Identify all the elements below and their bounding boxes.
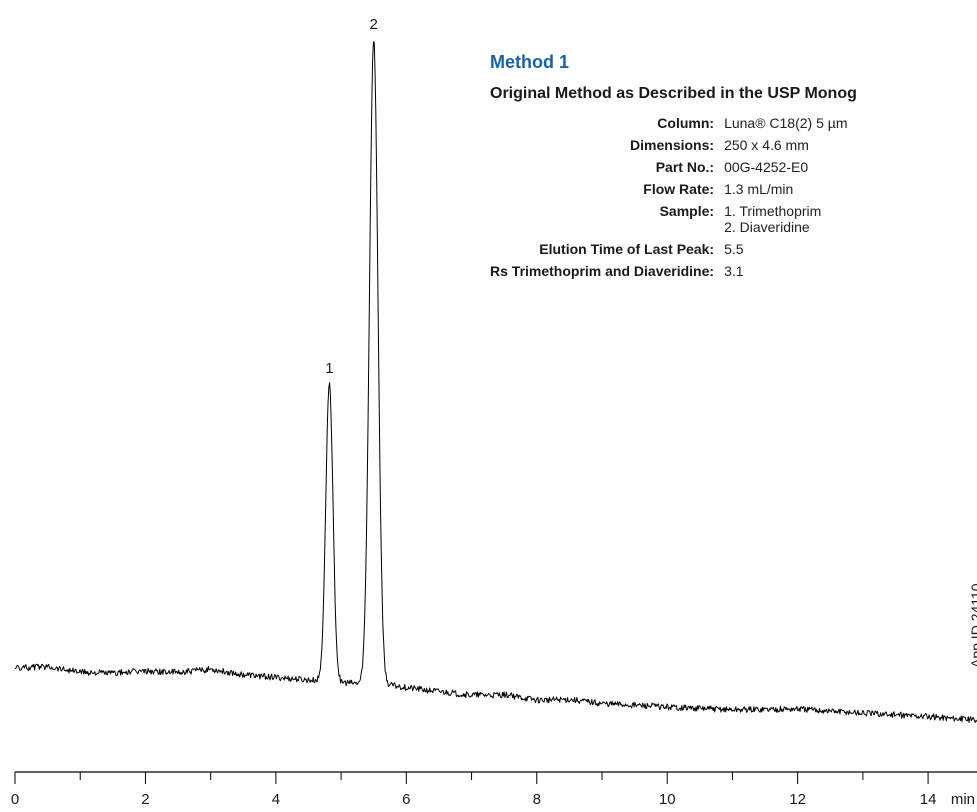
chromatogram-trace	[14, 41, 977, 723]
param-row-column: Column: Luna® C18(2) 5 µm	[490, 115, 848, 137]
x-axis: 0 2 4 6 8 10 12 14 min	[11, 771, 977, 808]
param-label: Dimensions:	[630, 137, 715, 153]
x-tick-label: 14	[920, 791, 937, 808]
x-tick-label: 8	[533, 791, 541, 808]
param-value: 1. Trimethoprim 2. Diaveridine	[724, 203, 847, 241]
x-axis-unit-label: min	[951, 791, 975, 808]
param-label: Part No.:	[655, 159, 715, 175]
param-row-flow-rate: Flow Rate: 1.3 mL/min	[490, 181, 848, 203]
x-tick-label: 0	[11, 791, 19, 808]
x-tick-label: 12	[789, 791, 806, 808]
x-tick-label: 2	[141, 791, 149, 808]
param-row-sample: Sample: 1. Trimethoprim 2. Diaveridine	[490, 203, 848, 241]
method-title: Method 1	[490, 52, 569, 72]
method-subtitle: Original Method as Described in the USP …	[490, 85, 857, 102]
peak-label-1: 1	[325, 360, 333, 377]
method-info-panel: Method 1 Original Method as Described in…	[490, 52, 857, 285]
sample-item-1: 1. Trimethoprim	[724, 203, 822, 219]
param-label: Column:	[657, 115, 715, 131]
param-value: 250 x 4.6 mm	[724, 137, 809, 153]
param-value: 00G-4252-E0	[724, 159, 809, 175]
param-row-dimensions: Dimensions: 250 x 4.6 mm	[490, 137, 848, 159]
param-value: 5.5	[724, 241, 744, 257]
param-label: Flow Rate:	[643, 181, 715, 197]
param-label: Sample:	[659, 203, 715, 219]
param-value: 3.1	[724, 263, 744, 279]
method-parameters: Column: Luna® C18(2) 5 µm Dimensions: 25…	[490, 115, 848, 285]
app-id-label: App ID 24110	[968, 583, 977, 668]
param-row-elution-time: Elution Time of Last Peak: 5.5	[490, 241, 848, 263]
peak-labels: 12	[325, 16, 378, 377]
param-value: Luna® C18(2) 5 µm	[724, 115, 848, 131]
x-tick-label: 6	[402, 791, 410, 808]
param-label: Rs Trimethoprim and Diaveridine:	[490, 263, 715, 279]
peak-label-2: 2	[370, 16, 378, 33]
chromatogram-line	[14, 41, 977, 723]
x-tick-label: 10	[659, 791, 676, 808]
param-row-part-no: Part No.: 00G-4252-E0	[490, 159, 848, 181]
param-row-resolution: Rs Trimethoprim and Diaveridine: 3.1	[490, 263, 848, 285]
sample-item-2: 2. Diaveridine	[724, 219, 810, 235]
param-label: Elution Time of Last Peak:	[539, 241, 715, 257]
param-value: 1.3 mL/min	[724, 181, 794, 197]
x-tick-label: 4	[272, 791, 280, 808]
